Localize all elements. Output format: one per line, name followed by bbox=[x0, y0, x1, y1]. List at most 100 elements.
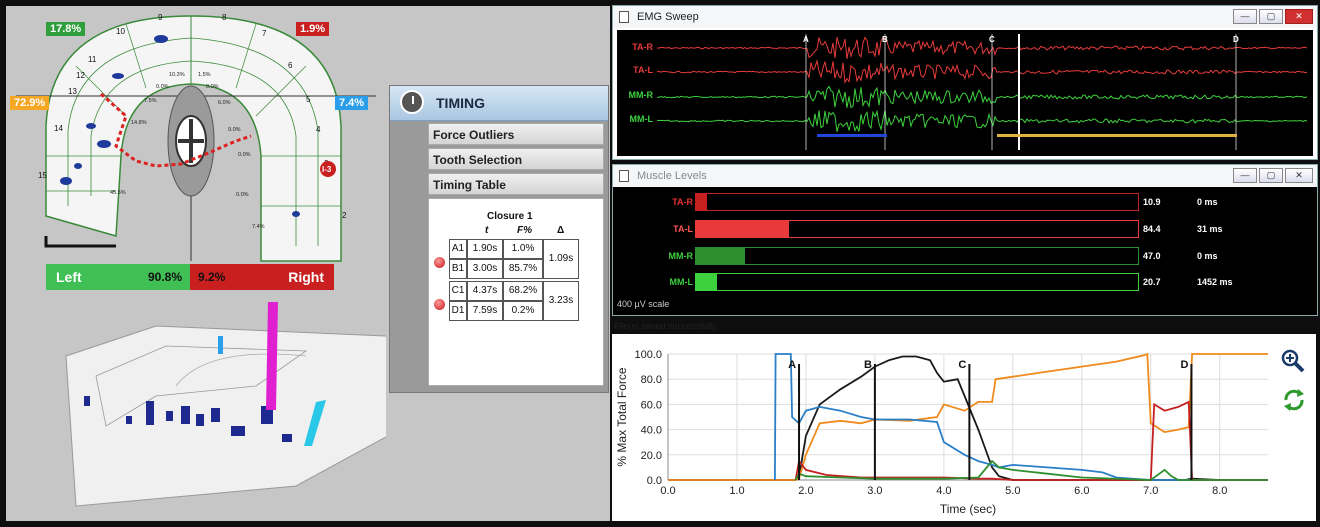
row-id: D1 bbox=[449, 301, 467, 321]
col-t: t bbox=[485, 225, 489, 236]
tooth-pct: 14.8% bbox=[131, 120, 147, 126]
document-icon bbox=[619, 11, 629, 23]
channel-label-ta-l: TA-L bbox=[633, 65, 653, 75]
muscle-label: MM-L bbox=[669, 277, 694, 287]
force-chart[interactable]: 0.0 20.0 40.0 60.0 80.0 100.0 0.0 1.0 2.0 3.0 4.0 5… bbox=[612, 334, 1316, 521]
left-value: 90.8% bbox=[147, 270, 182, 284]
menu-tooth-selection[interactable]: Tooth Selection bbox=[428, 148, 604, 170]
tooth-number: 7 bbox=[262, 29, 267, 38]
event-marker-label: C bbox=[958, 359, 966, 371]
tooth-number: 15 bbox=[38, 171, 47, 180]
muscle-timing: 0 ms bbox=[1197, 197, 1218, 207]
emg-titlebar[interactable]: EMG Sweep — ▢ ✕ bbox=[613, 6, 1317, 28]
emg-marker-d: D bbox=[1233, 35, 1239, 44]
muscle-value: 47.0 bbox=[1143, 251, 1161, 261]
left-balance-bar: Left 90.8% bbox=[46, 264, 190, 290]
tooth-pct: 6.0% bbox=[218, 100, 231, 106]
channel-label-mm-l: MM-L bbox=[629, 114, 654, 124]
tooth-pct: 10.3% bbox=[169, 72, 185, 78]
muscle-title: Muscle Levels bbox=[637, 170, 707, 182]
delete-closure-icon[interactable] bbox=[434, 257, 445, 268]
muscle-level-fill bbox=[696, 194, 708, 210]
emg-trace bbox=[656, 59, 1308, 84]
row-id: C1 bbox=[449, 281, 467, 301]
emg-trace bbox=[656, 109, 1308, 133]
y-tick-label: 60.0 bbox=[641, 399, 662, 411]
delta-1: 1.09s bbox=[543, 239, 579, 279]
timing-table: Closure 1 t F% Δ A1 1.90s 1.0% B1 3.00s … bbox=[428, 198, 604, 386]
tooth-pct: 45.5% bbox=[110, 190, 126, 196]
x-tick-label: 7.0 bbox=[1143, 485, 1158, 497]
x-tick-label: 0.0 bbox=[660, 485, 675, 497]
muscle-levels-window: Muscle Levels — ▢ ✕ TA-R 10.9 0 ms TA-L 84.4… bbox=[612, 164, 1318, 316]
menu-timing-table[interactable]: Timing Table bbox=[428, 173, 604, 195]
y-tick-label: 100.0 bbox=[634, 349, 662, 361]
occlusion-3d-view[interactable] bbox=[65, 325, 386, 507]
x-tick-label: 2.0 bbox=[798, 485, 813, 497]
tooth-pct: 7.5% bbox=[144, 98, 157, 104]
menu-force-outliers[interactable]: Force Outliers bbox=[428, 123, 604, 145]
tooth-pct: 0.0% bbox=[236, 192, 249, 198]
y-axis-label: % Max Total Force bbox=[615, 367, 629, 466]
right-value: 9.2% bbox=[198, 270, 226, 284]
muscle-titlebar[interactable]: Muscle Levels — ▢ ✕ bbox=[613, 165, 1317, 187]
status-message: File(s) saved successfully. bbox=[614, 321, 719, 331]
row-f: 0.2% bbox=[503, 301, 543, 321]
emg-marker-a: A bbox=[803, 35, 809, 44]
close-button[interactable]: ✕ bbox=[1285, 9, 1313, 24]
quadrant-left-pct: 72.9% bbox=[10, 96, 50, 110]
muscle-timing: 0 ms bbox=[1197, 251, 1218, 261]
refresh-icon bbox=[1284, 389, 1304, 411]
muscle-value: 20.7 bbox=[1143, 277, 1161, 287]
quadrant-right-pct: 7.4% bbox=[335, 96, 369, 110]
left-label: Left bbox=[56, 269, 82, 285]
muscle-level-fill bbox=[696, 248, 745, 264]
muscle-level-bar bbox=[695, 193, 1139, 211]
event-marker-label: D bbox=[1180, 359, 1188, 371]
muscle-value: 84.4 bbox=[1143, 224, 1161, 234]
event-marker-label: A bbox=[788, 359, 796, 371]
tooth-number: 4 bbox=[316, 125, 321, 134]
muscle-level-bar bbox=[695, 273, 1139, 291]
tooth-number: 12 bbox=[76, 71, 85, 80]
force-series-line bbox=[794, 400, 1268, 481]
dental-arch-diagram[interactable]: 9 8 10 7 11 6 12 13 5 14 4 15 3 2 10.3% … bbox=[6, 6, 386, 521]
y-tick-label: 0.0 bbox=[647, 475, 662, 487]
muscle-value: 10.9 bbox=[1143, 197, 1161, 207]
maximize-button[interactable]: ▢ bbox=[1259, 9, 1283, 24]
tooth-number: 5 bbox=[306, 95, 311, 104]
force-chart-panel: 0.0 20.0 40.0 60.0 80.0 100.0 0.0 1.0 2.0 3.0 4.0 5… bbox=[612, 334, 1316, 521]
tooth-number: 2 bbox=[342, 211, 347, 220]
minimize-button[interactable]: — bbox=[1233, 168, 1257, 183]
emg-trace bbox=[656, 85, 1308, 109]
outlier-marker-label: I-3 bbox=[322, 165, 332, 174]
tooth-pct: 0.0% bbox=[238, 152, 251, 158]
muscle-scale: 400 µV scale bbox=[617, 299, 670, 309]
x-tick-label: 5.0 bbox=[1005, 485, 1020, 497]
emg-title: EMG Sweep bbox=[637, 11, 699, 23]
maximize-button[interactable]: ▢ bbox=[1259, 168, 1283, 183]
emg-trace-canvas[interactable]: A B C D bbox=[617, 30, 1313, 156]
row-f: 1.0% bbox=[503, 239, 543, 259]
row-id: A1 bbox=[449, 239, 467, 259]
x-tick-label: 6.0 bbox=[1074, 485, 1089, 497]
force-series-line bbox=[668, 355, 1268, 481]
outlier-marker[interactable] bbox=[320, 161, 336, 177]
refresh-button[interactable] bbox=[1282, 388, 1306, 412]
row-id: B1 bbox=[449, 259, 467, 279]
row-t: 7.59s bbox=[467, 301, 503, 321]
zoom-in-icon bbox=[1281, 349, 1305, 373]
delete-closure-icon[interactable] bbox=[434, 299, 445, 310]
muscle-level-bar bbox=[695, 220, 1139, 238]
row-f: 85.7% bbox=[503, 259, 543, 279]
minimize-button[interactable]: — bbox=[1233, 9, 1257, 24]
force-series-line bbox=[668, 352, 1268, 481]
timing-header[interactable]: TIMING bbox=[390, 86, 608, 121]
zoom-in-button[interactable] bbox=[1280, 348, 1306, 374]
emg-sweep-window: EMG Sweep — ▢ ✕ A B C D TA-R TA-L MM-R M… bbox=[612, 5, 1318, 160]
muscle-timing: 1452 ms bbox=[1197, 277, 1233, 287]
tooth-number: 9 bbox=[158, 13, 163, 22]
x-tick-label: 3.0 bbox=[867, 485, 882, 497]
emg-trace bbox=[656, 36, 1308, 59]
close-button[interactable]: ✕ bbox=[1285, 168, 1313, 183]
